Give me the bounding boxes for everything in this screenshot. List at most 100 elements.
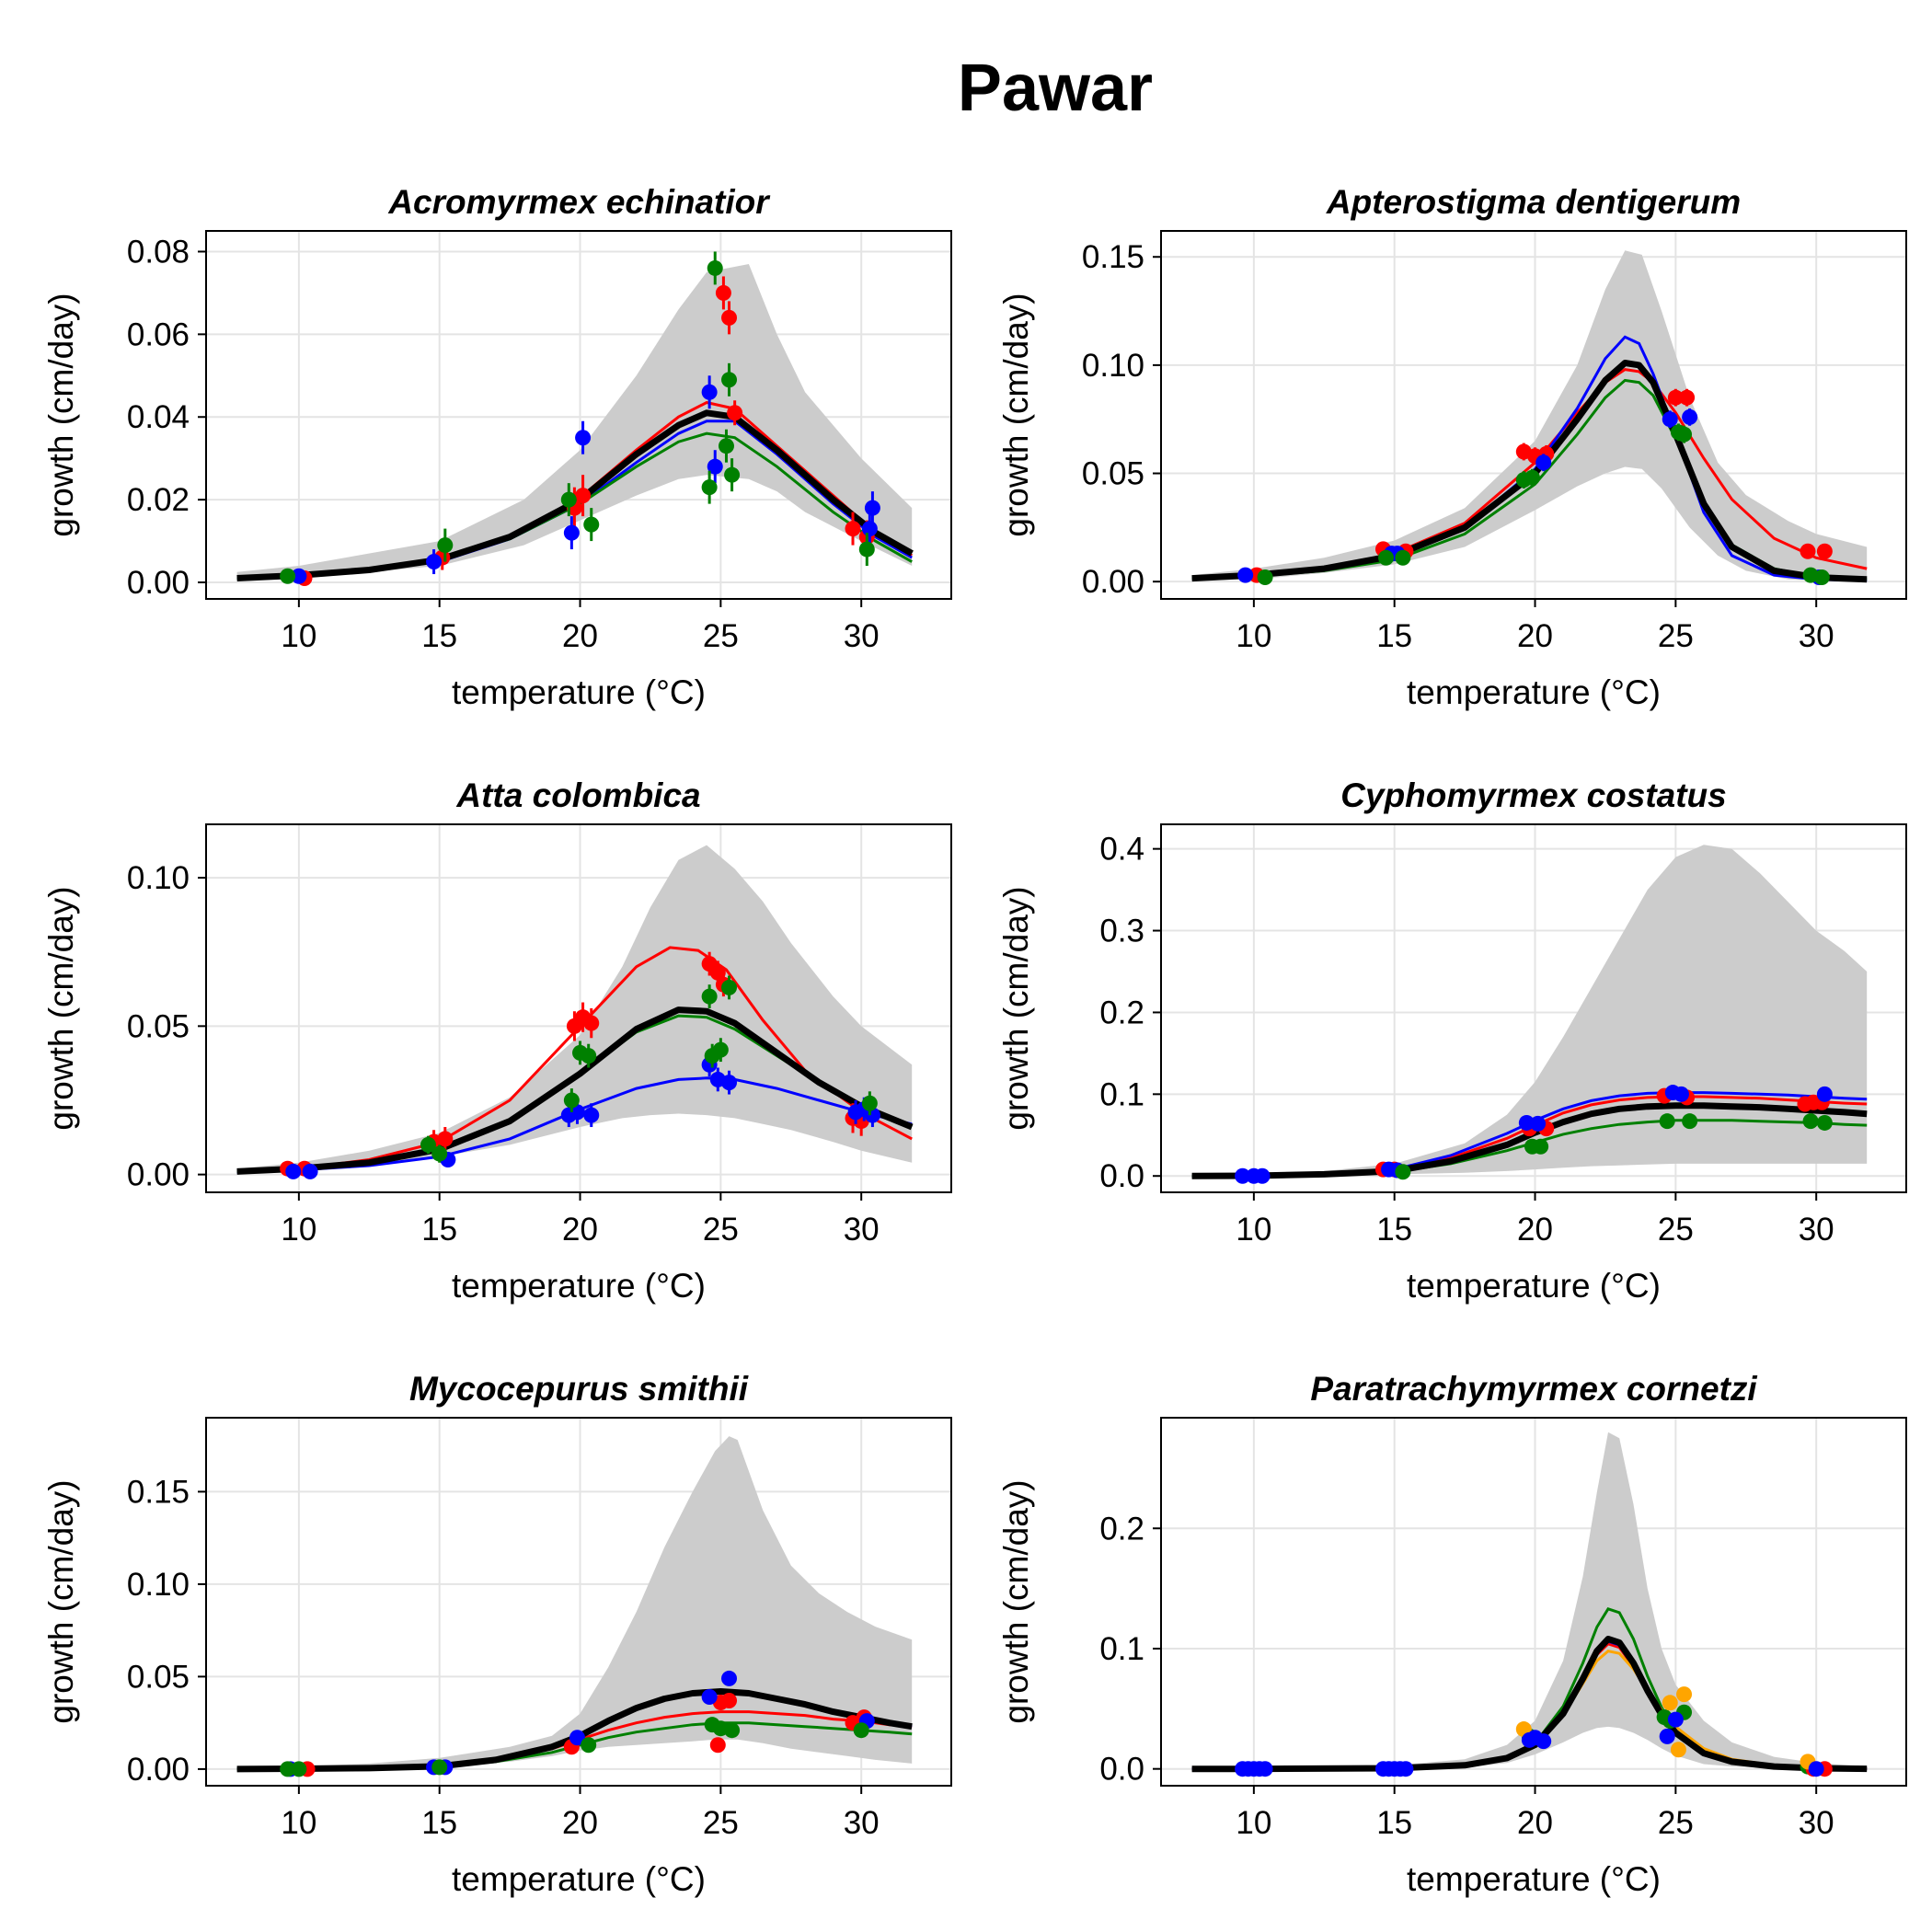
data-point	[291, 1761, 307, 1777]
data-point	[581, 1737, 597, 1754]
mean-curve	[236, 1006, 914, 1175]
y-tick-label: 0.0	[1099, 1158, 1144, 1194]
plot-frame	[1160, 1417, 1907, 1787]
x-tick-label: 30	[1799, 1212, 1834, 1248]
y-tick-label: 0.15	[1082, 239, 1144, 275]
x-tick-label: 25	[703, 1805, 739, 1841]
data-point	[1673, 1086, 1689, 1102]
data-point	[1676, 1686, 1693, 1703]
y-tick-label: 0.00	[127, 1157, 190, 1193]
data-point	[1397, 1761, 1414, 1777]
series-curve-red	[236, 946, 913, 1173]
y-axis-label: growth (cm/day)	[997, 1479, 1035, 1723]
x-tick-label: 20	[1517, 618, 1553, 654]
data-point	[701, 988, 718, 1005]
data-point	[721, 1075, 738, 1091]
y-tick-label: 0.05	[127, 1659, 190, 1695]
y-tick-label: 0.00	[127, 565, 190, 601]
x-tick-label: 25	[1658, 618, 1694, 654]
chart-panel: 10 15 20 25 30 0.00 0.02 0.04 0.06 0.08 Acromyrmex…	[42, 183, 952, 711]
data-point	[1676, 426, 1693, 443]
y-tick-label: 0.05	[127, 1008, 190, 1044]
data-point	[1254, 1167, 1271, 1184]
panel-title: Apterostigma dentigerum	[1326, 183, 1741, 221]
panel-title: Atta colombica	[455, 776, 700, 814]
data-point	[727, 405, 743, 421]
y-tick-label: 0.10	[127, 1567, 190, 1603]
plot-area	[1191, 250, 1868, 585]
data-point	[1257, 1761, 1273, 1777]
data-point	[581, 1048, 597, 1064]
plot-area	[236, 845, 914, 1179]
data-point	[437, 537, 454, 554]
data-point	[709, 964, 726, 981]
data-point	[583, 1015, 600, 1031]
data-point	[1395, 1164, 1411, 1180]
data-point	[431, 1145, 448, 1162]
x-tick-label: 10	[281, 1805, 316, 1841]
data-point	[563, 1092, 580, 1109]
x-tick-label: 20	[562, 1805, 598, 1841]
x-tick-label: 30	[844, 1805, 880, 1841]
data-point	[575, 488, 592, 504]
data-point	[1518, 1114, 1535, 1131]
figure-title: Pawar	[958, 52, 1153, 125]
data-point	[724, 466, 741, 483]
y-tick-label: 0.4	[1099, 832, 1144, 868]
plot-area	[1191, 1432, 1868, 1777]
data-point	[1533, 1138, 1549, 1155]
data-point	[1808, 1761, 1824, 1777]
x-axis-label: temperature (°C)	[452, 1267, 706, 1305]
data-point	[858, 541, 875, 558]
x-tick-label: 15	[1376, 1212, 1412, 1248]
credible-band	[236, 1436, 913, 1769]
data-point	[1659, 1113, 1675, 1130]
x-tick-label: 30	[1799, 618, 1834, 654]
panel-title: Acromyrmex echinatior	[387, 183, 771, 221]
data-point	[721, 309, 738, 326]
mean-curve	[1191, 1636, 1868, 1773]
panel-title: Paratrachymyrmex cornetzi	[1310, 1370, 1757, 1408]
data-point	[712, 1041, 729, 1058]
data-point	[1679, 389, 1696, 406]
data-point	[1800, 543, 1816, 559]
x-tick-label: 20	[1517, 1212, 1553, 1248]
data-point	[1682, 1113, 1698, 1130]
data-point	[1662, 1695, 1678, 1711]
y-tick-label: 0.0	[1099, 1752, 1144, 1788]
data-point	[721, 1670, 738, 1686]
data-point	[583, 1107, 600, 1123]
data-point	[563, 524, 580, 541]
data-point	[280, 568, 296, 584]
data-point	[426, 554, 443, 570]
data-point	[1816, 543, 1833, 559]
x-axis-label: temperature (°C)	[452, 1860, 706, 1898]
data-point	[707, 458, 723, 475]
data-point	[1816, 1086, 1833, 1102]
data-point	[1662, 411, 1678, 428]
data-point	[707, 259, 723, 276]
credible-band	[236, 264, 913, 581]
x-tick-label: 20	[562, 618, 598, 654]
x-axis-label: temperature (°C)	[452, 673, 706, 711]
x-tick-label: 10	[281, 618, 316, 654]
x-tick-label: 15	[421, 1805, 457, 1841]
credible-band	[1191, 1432, 1868, 1769]
y-tick-label: 0.1	[1099, 1076, 1144, 1112]
plot-frame	[205, 1417, 952, 1787]
data-point	[1802, 1113, 1819, 1130]
x-tick-label: 25	[1658, 1805, 1694, 1841]
mean-curve	[1191, 360, 1868, 583]
panel-title: Cyphomyrmex costatus	[1340, 776, 1726, 814]
grid-lines	[206, 231, 951, 599]
chart-panel: 10 15 20 25 30 0.0 0.1 0.2 0.3 0.4 Cyphomyrmex cos…	[997, 776, 1907, 1305]
credible-band	[236, 845, 913, 1174]
plot-frame	[1160, 823, 1907, 1193]
data-point	[1667, 1711, 1684, 1728]
data-point	[701, 384, 718, 400]
x-axis-label: temperature (°C)	[1407, 1860, 1661, 1898]
x-tick-label: 15	[421, 1212, 457, 1248]
data-point	[302, 1163, 318, 1179]
data-point	[1524, 469, 1540, 486]
